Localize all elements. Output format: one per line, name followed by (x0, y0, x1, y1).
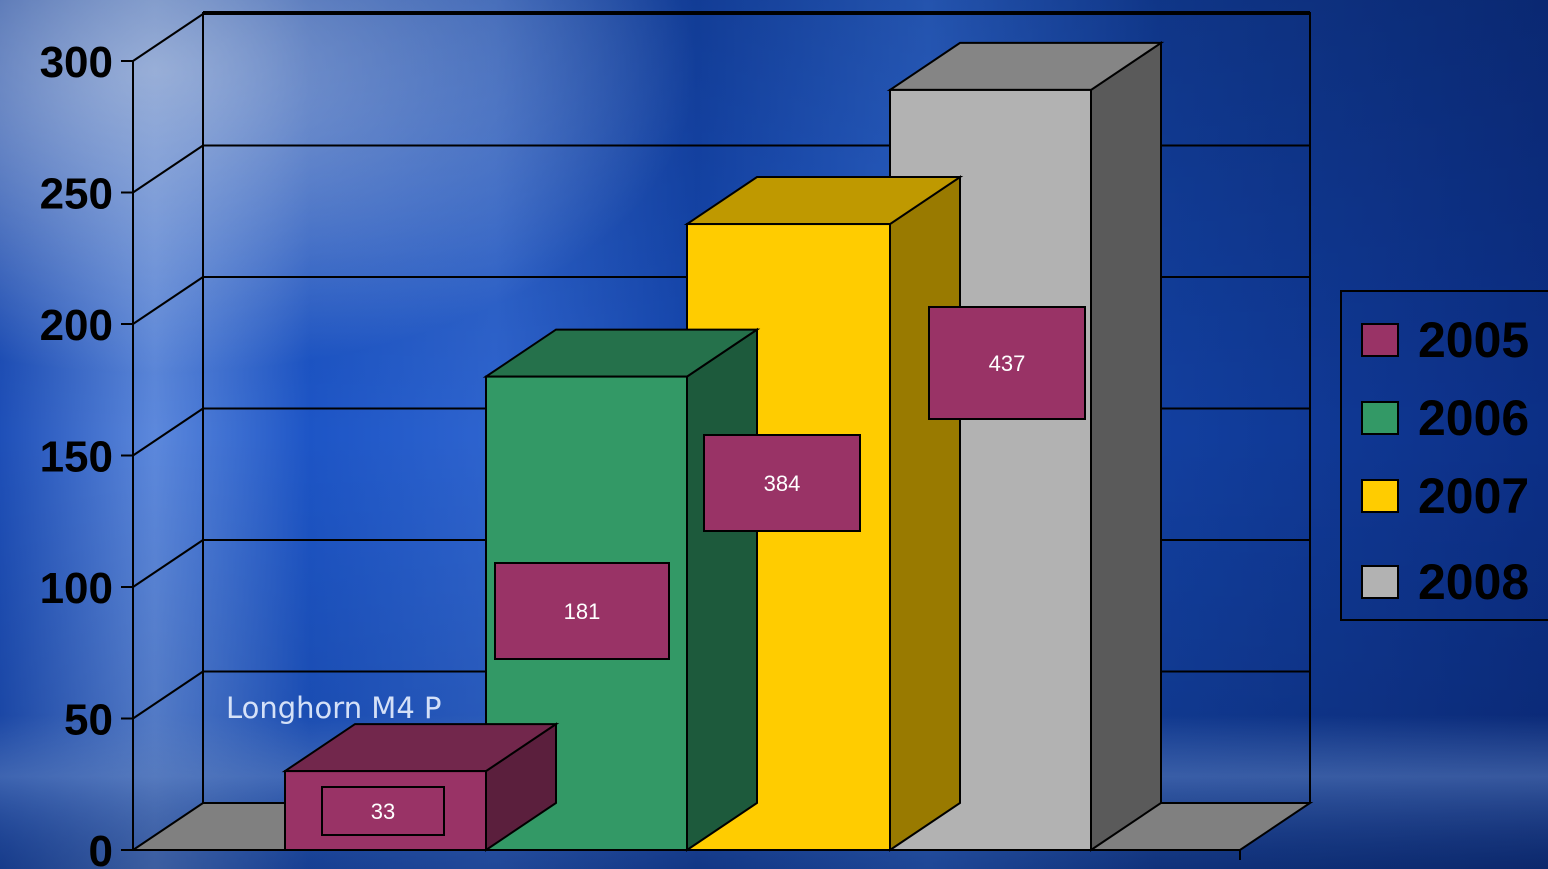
data-label-text-2006: 181 (564, 599, 601, 624)
legend-item-2007: 2007 (1361, 468, 1529, 524)
bar-2008 (886, 41, 1165, 852)
side-wall-gridline-100 (132, 539, 204, 588)
data-label-box-2007 (703, 434, 861, 532)
y-tick-label-300: 300 (40, 38, 113, 87)
wallpaper-caption: Longhorn M4 P (226, 691, 442, 725)
legend-swatch-2008 (1361, 565, 1399, 599)
side-wall-gridline-200 (132, 276, 204, 325)
data-label-2006: 181 (494, 562, 670, 660)
legend-box (1340, 290, 1548, 621)
y-tick-label-200: 200 (40, 301, 113, 350)
data-label-box-2008 (928, 306, 1086, 420)
legend-label-2005: 2005 (1418, 312, 1529, 368)
data-labels: 33 181 384 437 (321, 306, 1086, 836)
legend-label-2008: 2008 (1418, 554, 1529, 610)
y-axis: 0 50 100 150 200 250 300 (40, 38, 1241, 869)
legend-item-2008: 2008 (1361, 554, 1529, 610)
legend: 2005 2006 2007 2008 (1340, 290, 1548, 621)
data-label-box-2006 (494, 562, 670, 660)
data-label-2005: 33 (321, 786, 445, 836)
data-label-text-2007: 384 (764, 471, 801, 496)
y-tick-label-0: 0 (89, 827, 113, 869)
y-tick-label-50: 50 (64, 696, 113, 745)
chart-bars (281, 41, 1165, 852)
legend-swatch-2007 (1361, 479, 1399, 513)
legend-swatch-2005 (1361, 323, 1399, 357)
side-wall-gridline-250 (132, 144, 204, 194)
side-wall-gridline-150 (132, 407, 204, 457)
bar-side-2007 (889, 175, 961, 852)
legend-label-2007: 2007 (1418, 468, 1529, 524)
data-label-text-2005: 33 (371, 799, 395, 824)
data-label-2007: 384 (703, 434, 861, 532)
side-wall-gridline-300 (132, 13, 204, 62)
data-label-2008: 437 (928, 306, 1086, 420)
data-label-text-2008: 437 (989, 351, 1026, 376)
legend-label-2006: 2006 (1418, 390, 1529, 446)
side-wall-gridline-50 (132, 670, 204, 720)
y-tick-label-150: 150 (40, 433, 113, 482)
y-tick-label-250: 250 (40, 170, 113, 219)
bar-side-2006 (686, 327, 758, 852)
data-label-box-2005 (321, 786, 445, 836)
legend-item-2005: 2005 (1361, 312, 1529, 368)
y-tick-label-100: 100 (40, 564, 113, 613)
legend-swatch-2006 (1361, 401, 1399, 435)
legend-item-2006: 2006 (1361, 390, 1529, 446)
bar-side-2008 (1090, 41, 1162, 852)
